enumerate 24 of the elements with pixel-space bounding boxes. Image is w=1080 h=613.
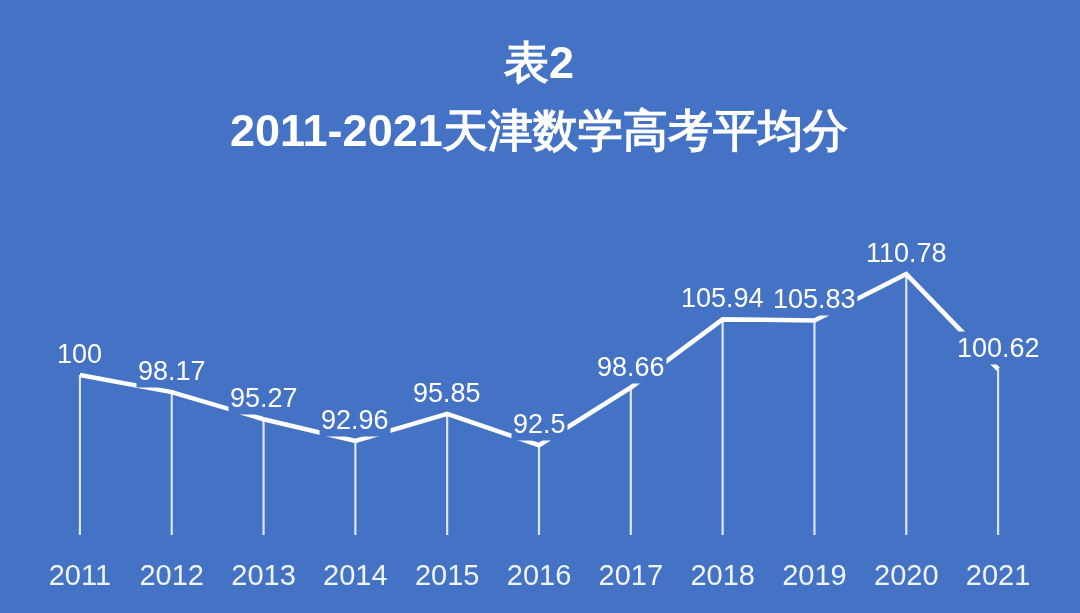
chart-title: 表2 [502, 36, 575, 88]
data-label: 92.5 [513, 409, 566, 439]
data-label: 98.17 [138, 356, 206, 386]
data-label: 92.96 [321, 405, 389, 435]
x-tick-label: 2021 [965, 559, 1031, 591]
x-tick-label: 2017 [598, 559, 664, 591]
data-label: 95.27 [230, 383, 298, 413]
x-tick-label: 2012 [139, 559, 204, 591]
data-label: 105.83 [773, 284, 856, 314]
x-tick-label: 2016 [506, 559, 572, 591]
data-label: 105.94 [681, 283, 764, 313]
x-tick-label: 2018 [690, 559, 755, 591]
data-label: 100 [57, 339, 103, 369]
x-tick-label: 2019 [782, 559, 847, 591]
x-tick-label: 2014 [323, 559, 388, 591]
x-tick-label: 2015 [414, 559, 480, 591]
data-label: 98.66 [597, 352, 665, 382]
chart-subtitle: 2011-2021天津数学高考平均分 [230, 105, 848, 156]
data-label: 95.85 [413, 378, 481, 408]
x-tick-label: 2013 [231, 559, 296, 591]
data-label: 100.62 [957, 333, 1040, 363]
x-tick-label: 2020 [874, 559, 939, 591]
x-tick-label: 2011 [48, 559, 112, 591]
data-label: 110.78 [866, 238, 947, 268]
